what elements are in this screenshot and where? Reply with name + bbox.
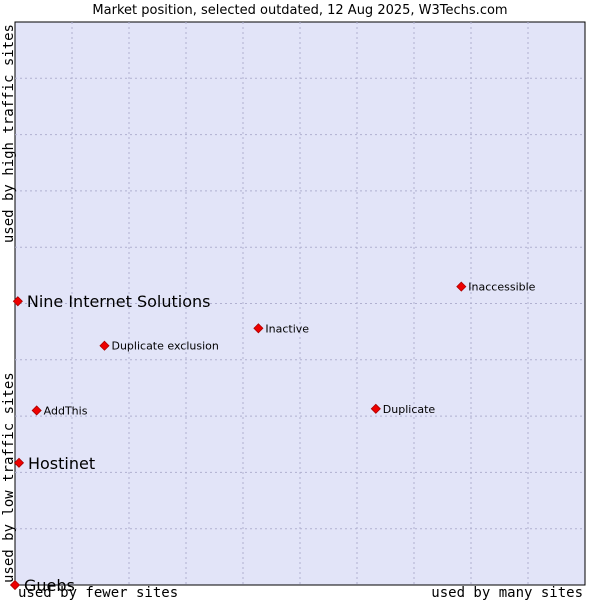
point-label: AddThis: [44, 404, 88, 417]
point-label: Nine Internet Solutions: [27, 292, 211, 311]
point-label: Duplicate: [383, 403, 436, 416]
point-label: Inaccessible: [468, 281, 535, 294]
point-marker: [370, 403, 381, 414]
y-axis-label-bottom: used by low traffic sites: [1, 372, 17, 583]
data-point: AddThis: [31, 404, 88, 417]
chart-title: Market position, selected outdated, 12 A…: [92, 3, 507, 18]
data-point: Inactive: [253, 322, 309, 335]
point-marker: [456, 281, 467, 292]
y-axis-label-top: used by high traffic sites: [1, 24, 17, 243]
point-marker: [9, 579, 21, 591]
data-point: Hostinet: [13, 454, 95, 473]
point-marker: [12, 296, 23, 307]
point-label: Duplicate exclusion: [111, 340, 218, 353]
point-label: Guebs: [24, 576, 75, 595]
point-marker: [31, 405, 42, 416]
data-point: Duplicate: [370, 403, 436, 416]
data-point: Guebs: [9, 576, 75, 595]
point-marker: [13, 457, 25, 468]
point-label: Inactive: [265, 322, 309, 335]
data-points: Nine Internet Solutions Hostinet Guebs AddT…: [9, 281, 536, 595]
x-axis-label-right: used by many sites: [431, 585, 583, 600]
data-point: Nine Internet Solutions: [12, 292, 211, 311]
x-axis-label-left: used by fewer sites: [18, 585, 178, 600]
point-label: Hostinet: [28, 454, 95, 473]
data-point: Duplicate exclusion: [99, 340, 219, 353]
data-point: Inaccessible: [456, 281, 536, 294]
grid-lines: [15, 22, 585, 585]
point-marker: [253, 323, 264, 334]
point-marker: [99, 340, 110, 351]
